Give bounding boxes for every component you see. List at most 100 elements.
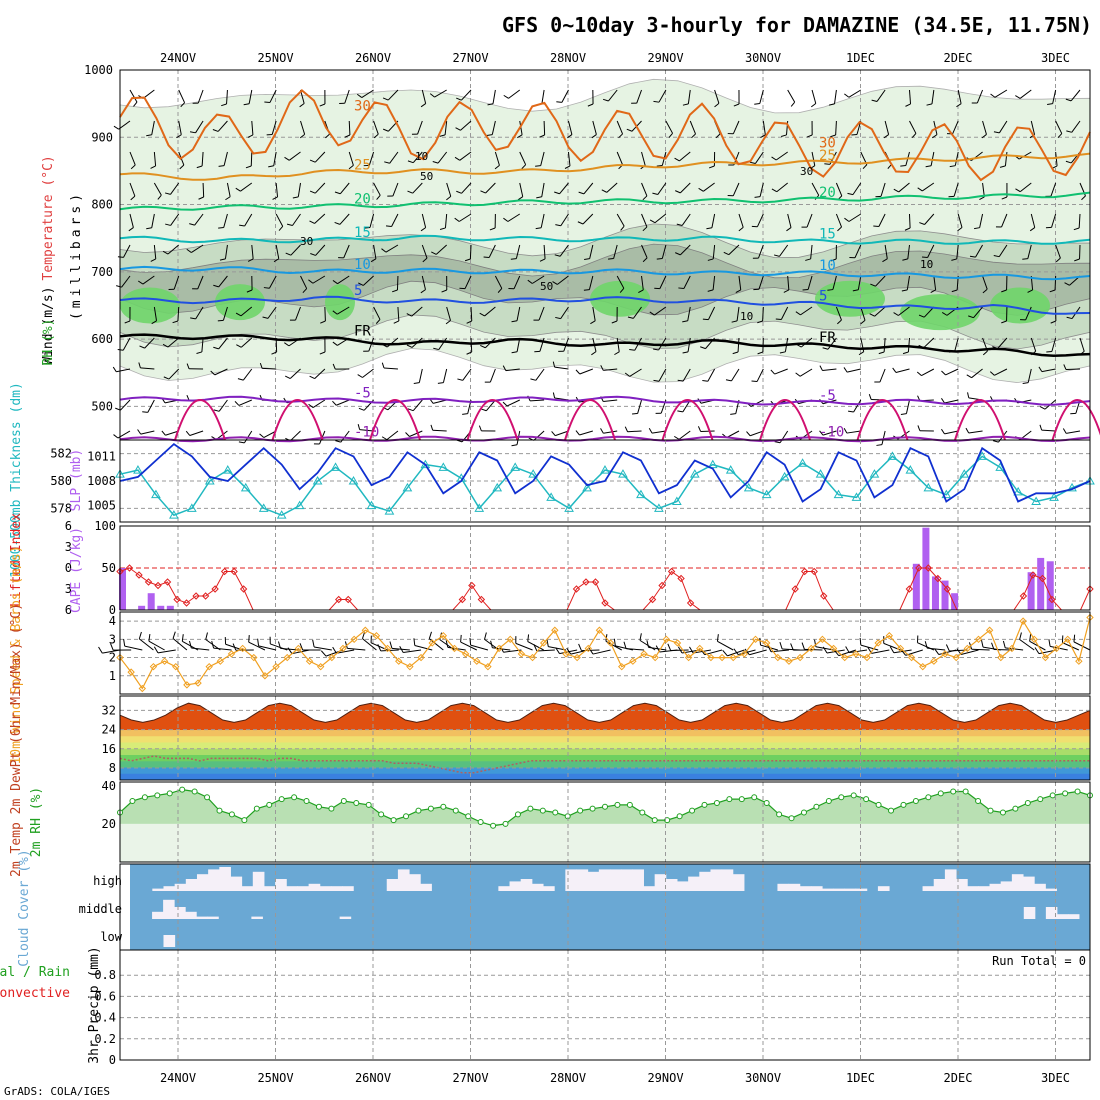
wind-speed-point <box>651 653 659 662</box>
wind-barb <box>470 644 489 651</box>
wind-barb-flag <box>858 351 864 356</box>
wind-barb-flag <box>925 165 932 168</box>
wind-barb <box>811 89 817 104</box>
wind-barb-flag <box>837 319 842 325</box>
wind-barb-flag <box>767 645 772 652</box>
wind-barb-flag <box>675 252 681 256</box>
temperature-contour-label: FR <box>354 323 371 339</box>
wind-barb <box>641 151 646 166</box>
wind-speed-point <box>272 662 280 671</box>
temperature-contour-label: 5 <box>819 288 827 304</box>
thickness-point <box>151 489 161 499</box>
wind-speed-point <box>829 644 838 653</box>
wind-barb <box>1066 430 1081 434</box>
cloud-cover-bar <box>252 871 265 891</box>
wind-barb-flag <box>205 632 208 640</box>
wind-barb <box>997 337 1008 349</box>
wind-barb-flag <box>248 634 250 643</box>
wind-barb <box>1027 244 1032 259</box>
wind-barb-flag <box>674 435 680 440</box>
cloud-cover-bar <box>152 888 164 891</box>
wind-barb-flag <box>801 642 805 650</box>
wind-barb <box>567 120 573 135</box>
wind-barb-flag <box>243 103 250 106</box>
wind-barb <box>957 89 962 104</box>
upper-axis-title: Wind (m/s) Temperature (°C) <box>41 155 56 365</box>
wind-barb-flag <box>1074 258 1080 262</box>
rh-point <box>987 807 994 814</box>
lifted-index-point <box>144 578 153 586</box>
top-date-label: 2DEC <box>944 51 973 65</box>
wind-barb <box>944 399 959 404</box>
wind-barb-flag <box>619 287 625 293</box>
wind-barb <box>129 182 136 197</box>
wind-barb-flag <box>469 637 472 646</box>
wind-barb-flag <box>806 134 813 138</box>
wind-barb <box>848 89 862 98</box>
wind-barb-flag <box>844 93 850 98</box>
cloud-cover-bar <box>308 883 321 891</box>
wind-barb <box>732 120 740 135</box>
cloud-cover-bar <box>275 879 287 891</box>
wind-barb-flag <box>555 224 561 227</box>
wind-barb-flag <box>151 320 157 325</box>
wind-barb <box>361 89 374 98</box>
cape-bar <box>166 605 174 610</box>
wind-barb <box>494 275 503 289</box>
wind-barb-flag <box>335 440 341 443</box>
wind-barb-flag <box>478 425 482 432</box>
wind-barb <box>933 275 937 290</box>
wind-barb-flag <box>999 165 1006 168</box>
lifted-index-point <box>173 595 181 604</box>
wind-barb <box>1078 213 1081 229</box>
wind-barb-flag <box>847 192 854 196</box>
wind-barb <box>170 213 180 226</box>
wind-barb-flag <box>309 220 315 224</box>
wind-speed-point <box>896 644 905 653</box>
wind-barb-flag <box>754 103 760 105</box>
rh-point <box>614 801 621 808</box>
wind-barb-flag <box>334 221 341 225</box>
wind-barb <box>240 306 253 317</box>
wind-barb <box>738 213 744 228</box>
lifted-index-point <box>1029 571 1037 579</box>
wind-barb <box>412 182 423 194</box>
wind-barb-flag <box>675 190 681 194</box>
wind-barb-flag <box>676 223 683 226</box>
rh-point <box>340 798 347 805</box>
cape-bar <box>1027 572 1035 610</box>
wind-barb-flag <box>150 258 156 262</box>
wind-barb-flag <box>979 196 985 201</box>
temperature-contour-label: FR <box>819 330 836 346</box>
wind-speed-point <box>350 635 358 644</box>
wind-barb <box>835 182 843 197</box>
temperature-tick-label: 8 <box>109 761 116 775</box>
cloud-cover-bar <box>732 874 745 891</box>
bottom-date-label: 2DEC <box>944 1071 973 1085</box>
cloud-cover-bar <box>207 916 219 919</box>
wind-barb <box>470 337 473 353</box>
wind-barb <box>923 306 935 318</box>
wind-speed-point <box>919 662 927 671</box>
temperature-axis-label: Temperature (°C) <box>41 155 56 280</box>
thickness-point <box>905 465 916 474</box>
wind-speed-point <box>640 650 648 658</box>
wind-barb <box>776 182 789 193</box>
cape-bar <box>951 593 959 610</box>
wind-barb <box>369 213 375 228</box>
slp-axis-label: SLP (mb) <box>69 449 84 512</box>
cape-bar <box>912 563 920 610</box>
wind-barb-flag <box>406 313 412 317</box>
rh-point <box>452 807 459 814</box>
wind-barb-flag <box>653 100 660 103</box>
wind-barb-flag <box>466 320 472 324</box>
thickness-point <box>707 459 718 469</box>
wind-barb-flag <box>277 641 281 649</box>
wind-speed-point <box>729 653 737 662</box>
temperature-contour <box>119 191 1091 211</box>
wind-barb-flag <box>773 254 780 257</box>
chart-title: GFS 0~10day 3-hourly for DAMAZINE (34.5E… <box>502 13 1092 37</box>
wind-barb <box>780 306 789 320</box>
wind-barb <box>421 244 428 259</box>
wind-barb-flag <box>708 165 715 169</box>
